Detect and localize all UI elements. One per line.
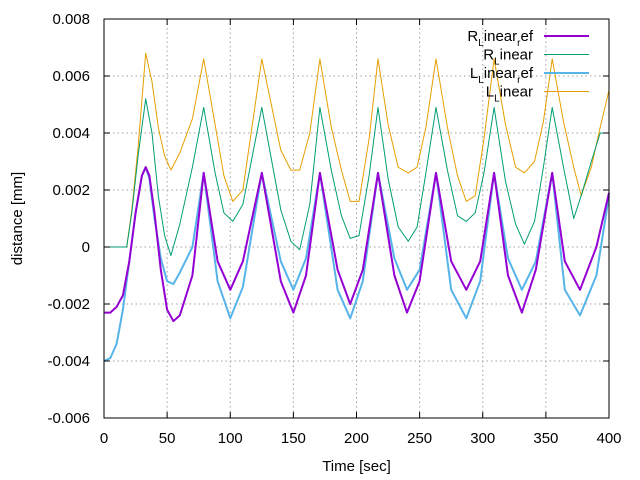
- y-tick-label: -0.002: [47, 296, 90, 313]
- legend-label: LLinearref: [470, 65, 534, 86]
- x-tick-label: 150: [281, 430, 306, 447]
- y-tick-label: 0.002: [52, 182, 90, 199]
- legend-label: LLinear: [486, 84, 533, 105]
- x-tick-label: 350: [533, 430, 558, 447]
- series-line-r-linear-ref: [104, 166, 610, 323]
- legend-label: RLinearref: [467, 28, 533, 49]
- x-tick-label: 0: [100, 430, 108, 447]
- x-tick-label: 200: [344, 430, 369, 447]
- axis-ticks: 0 50 100 150 200 250 300 350 400 -0.006 -0.004 -0.0…: [47, 11, 621, 447]
- series-line-l-linear: [104, 52, 610, 248]
- series-layer: [103, 52, 610, 362]
- legend-label: RLinear: [483, 47, 533, 68]
- y-tick-label: -0.004: [47, 353, 90, 370]
- y-tick-label: 0: [82, 239, 90, 256]
- series-line-l-linear-ref: [103, 166, 610, 362]
- y-tick-label: 0.004: [52, 125, 90, 142]
- x-tick-label: 300: [470, 430, 495, 447]
- grid: [104, 19, 609, 418]
- series-line-r-linear: [104, 98, 609, 257]
- y-axis-label: distance [mm]: [9, 172, 26, 265]
- x-tick-label: 50: [159, 430, 176, 447]
- x-axis-label: Time [sec]: [322, 458, 391, 475]
- x-tick-label: 400: [596, 430, 621, 447]
- x-tick-label: 100: [218, 430, 243, 447]
- y-tick-label: 0.006: [52, 68, 90, 85]
- x-tick-label: 250: [407, 430, 432, 447]
- y-tick-label: -0.006: [47, 410, 90, 427]
- y-tick-label: 0.008: [52, 11, 90, 28]
